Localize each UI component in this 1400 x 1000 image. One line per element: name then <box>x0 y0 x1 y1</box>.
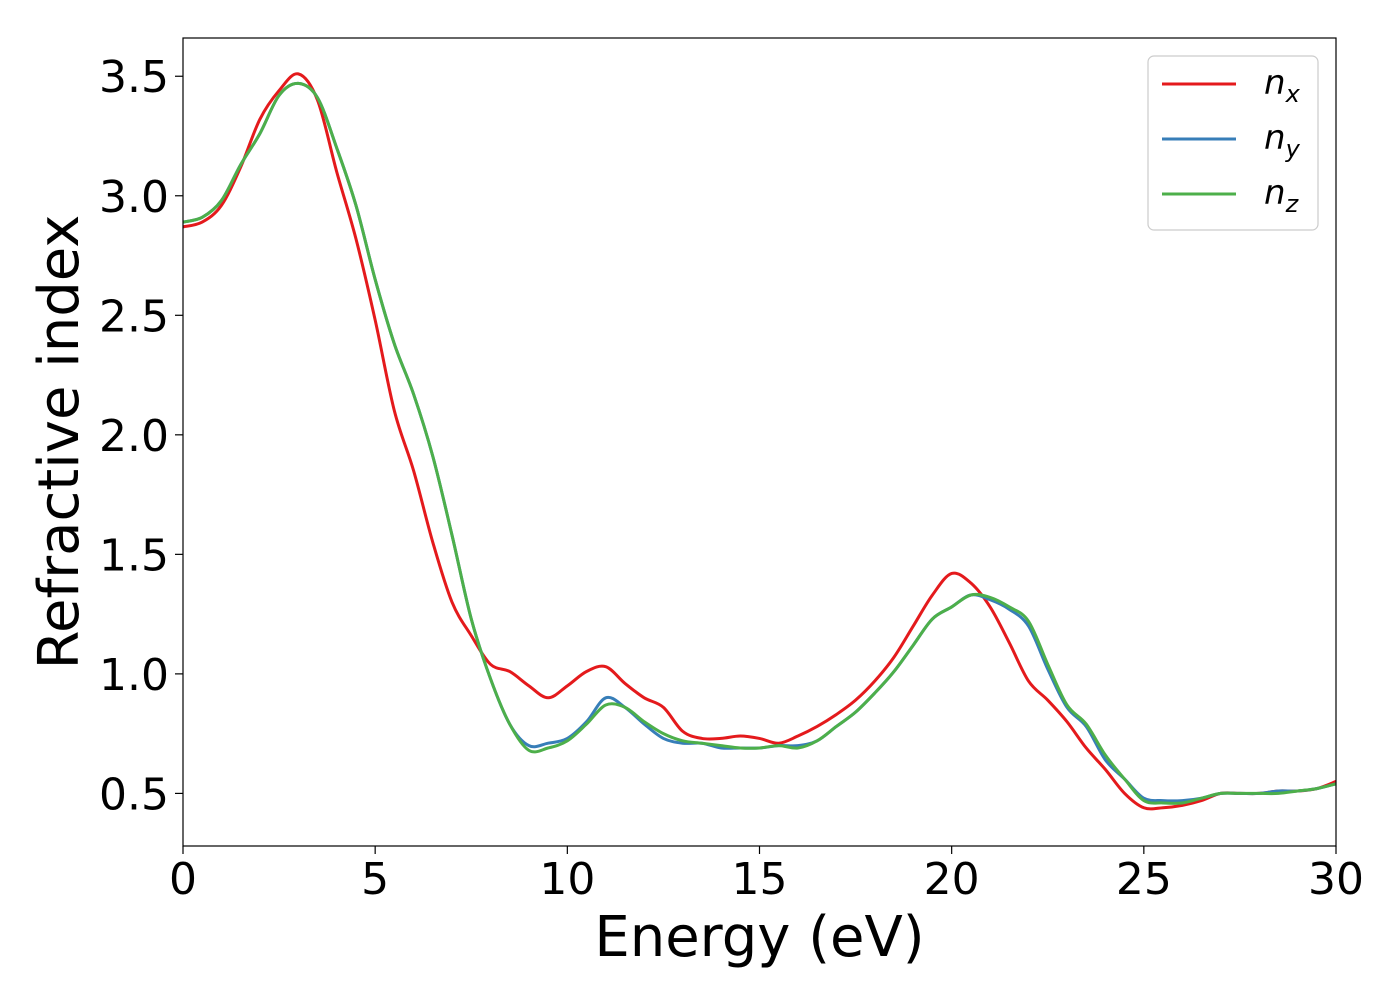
y-tick-label: 1.0 <box>99 650 169 701</box>
x-tick-label: 20 <box>924 854 980 905</box>
series-line-z <box>183 81 1336 805</box>
x-tick-label: 5 <box>361 854 389 905</box>
x-tick-label: 0 <box>169 854 197 905</box>
y-tick-label: 2.0 <box>99 411 169 462</box>
y-tick-label: 3.5 <box>99 52 169 103</box>
legend-label-y: ny <box>1264 118 1301 163</box>
series-line-x <box>183 72 1336 811</box>
y-tick-label: 2.5 <box>99 291 169 342</box>
series-layer <box>183 72 1336 811</box>
x-axis-label: Energy (eV) <box>594 905 924 970</box>
x-tick-label: 25 <box>1116 854 1172 905</box>
y-tick-label: 3.0 <box>99 172 169 223</box>
y-axis-label: Refractive index <box>27 215 92 670</box>
legend-label-z: nz <box>1264 173 1300 218</box>
x-tick-label: 10 <box>539 854 595 905</box>
y-tick-label: 0.5 <box>99 769 169 820</box>
legend-box <box>1147 55 1319 231</box>
legend: nx ny nz <box>1147 55 1319 231</box>
axes-layer: 0 5 10 15 20 25 30 0.5 1.0 1.5 2.0 2.5 3.0 3.5 <box>99 37 1364 905</box>
x-tick-label: 30 <box>1308 854 1364 905</box>
y-tick-label: 1.5 <box>99 530 169 581</box>
legend-label-x: nx <box>1264 63 1301 108</box>
x-tick-label: 15 <box>732 854 788 905</box>
